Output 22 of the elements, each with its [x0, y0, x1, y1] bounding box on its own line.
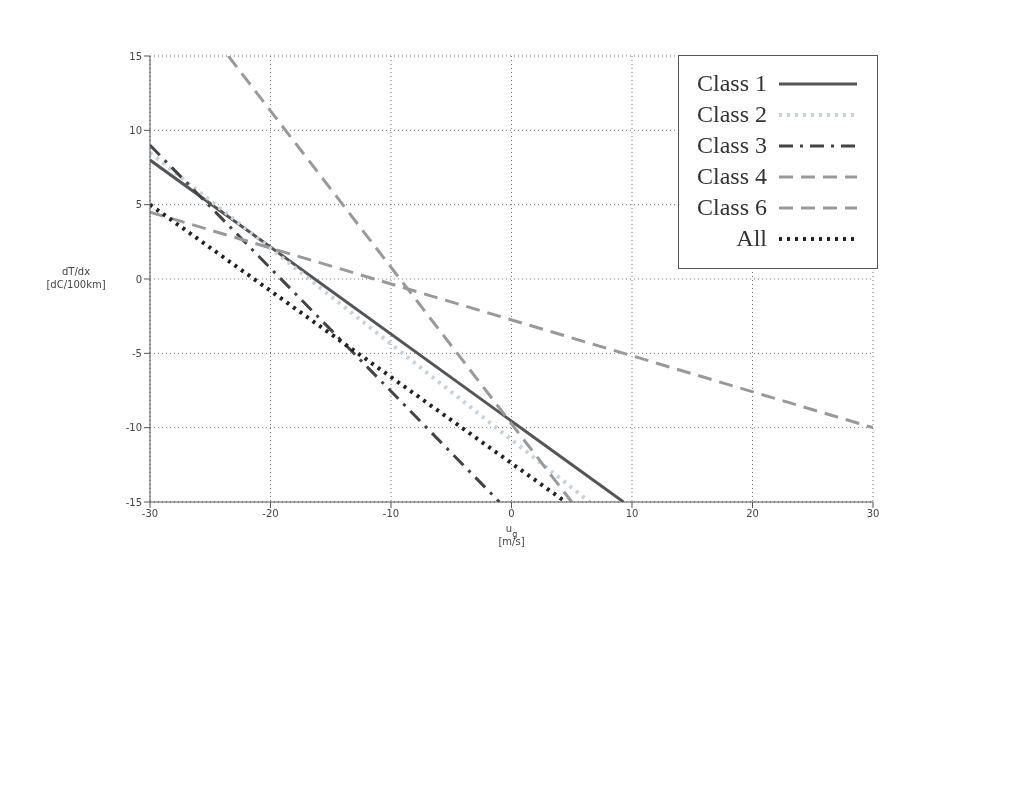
- legend-label: All: [736, 225, 767, 252]
- y-tick-label: 5: [135, 199, 142, 211]
- legend-label: Class 4: [696, 163, 767, 190]
- x-tick-label: 30: [866, 508, 880, 520]
- x-tick-label: -10: [382, 508, 400, 520]
- y-tick-label: 10: [129, 124, 142, 136]
- x-tick-label: -30: [141, 508, 159, 520]
- x-tick-label: 20: [746, 508, 759, 520]
- legend-label: Class 1: [696, 70, 767, 97]
- legend-label: Class 3: [696, 132, 767, 159]
- x-tick-label: 10: [625, 508, 639, 520]
- y-tick-label: -15: [125, 496, 142, 508]
- x-tick-label: 0: [508, 508, 515, 520]
- y-axis-title: dT/dx [dC/100km]: [46, 266, 106, 290]
- x-axis-title: u$_{g}$ [m/s]: [498, 523, 525, 547]
- x-tick-label: -20: [262, 508, 279, 520]
- legend-label: Class 2: [696, 101, 767, 128]
- y-tick-label: -10: [125, 422, 142, 434]
- y-tick-label: -5: [132, 347, 142, 359]
- y-tick-label: 15: [129, 50, 142, 62]
- y-tick-label: 0: [135, 273, 142, 285]
- legend-label: Class 6: [696, 194, 767, 221]
